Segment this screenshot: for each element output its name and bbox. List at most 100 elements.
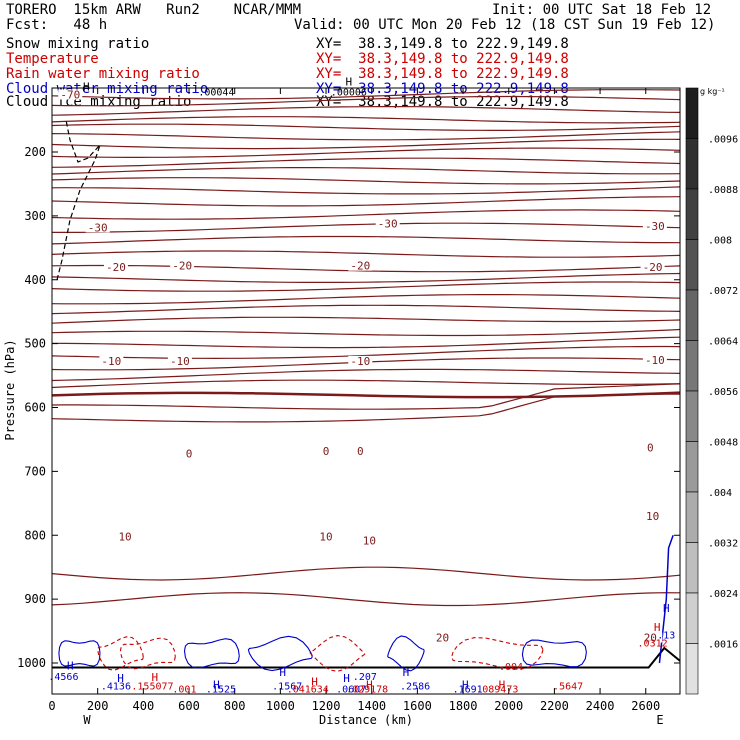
isotherm-label: -10 <box>645 354 665 367</box>
x-tick-label: 800 <box>224 699 246 713</box>
isotherm-line <box>51 106 681 116</box>
x-tick-label: 600 <box>178 699 200 713</box>
isotherm-label-bg <box>375 218 400 229</box>
isotherm-label: 10 <box>363 534 376 547</box>
hydrometeor-contour <box>183 638 240 669</box>
isotherm-label-bg <box>430 632 455 643</box>
colorbar-swatch <box>685 441 699 493</box>
isotherm-line <box>51 196 681 207</box>
header-init: Init: 00 UTC Sat 18 Feb 12 <box>492 2 712 18</box>
isotherm-label-bg <box>642 355 667 366</box>
west-endpoint-label: W <box>83 713 91 727</box>
legend-label-snow: Snow mixing ratio <box>6 36 150 52</box>
colorbar-swatch <box>685 340 699 392</box>
field-value-label: .004 <box>499 662 523 673</box>
legend-xy-snow: XY= 38.3,149.8 to 222.9,149.8 <box>316 36 569 52</box>
isotherm-line <box>51 167 681 175</box>
field-value-label: .089473 <box>476 685 518 696</box>
snow-contour <box>56 119 101 281</box>
hydrometeor-contour <box>97 636 144 671</box>
isotherm-line <box>51 123 681 131</box>
x-axis-title: Distance (km) <box>319 713 413 727</box>
isotherm-label-bg <box>113 531 138 542</box>
field-value-label: .00006 <box>331 87 367 98</box>
isotherm-line <box>51 281 681 292</box>
x-tick-label: 0 <box>48 699 55 713</box>
colorbar-swatch <box>685 289 699 341</box>
legend-label-temperature: Temperature <box>6 51 99 67</box>
field-value-label: .001 <box>172 685 196 696</box>
field-value-label: .2586 <box>400 681 430 692</box>
field-value-label: .041634 <box>287 685 329 696</box>
colorbar-swatch <box>685 592 699 644</box>
isotherm-line <box>51 336 681 349</box>
y-tick-label: 400 <box>24 273 46 287</box>
isotherm-label: -20 <box>106 261 126 274</box>
colorbar-tick-label: .0016 <box>708 640 738 651</box>
colorbar-tick-label: .008 <box>708 236 732 247</box>
isotherm-label: -20 <box>172 260 192 273</box>
field-value-label: .13 <box>657 630 675 641</box>
isotherm-label: -10 <box>101 355 121 368</box>
isotherm-label: 0 <box>647 442 654 455</box>
high-marker: H <box>213 679 220 692</box>
field-value-label: .0312 <box>638 639 668 650</box>
colorbar-tick-label: .0048 <box>708 438 738 449</box>
colorbar-tick-label: .0072 <box>708 286 738 297</box>
colorbar: g kg⁻¹ .0096 .0088 .008 .0072 .0064 .0056 .0048… <box>685 87 738 695</box>
x-tick-label: 2200 <box>540 699 569 713</box>
legend-xy-cloud-ice: XY= 38.3,149.8 to 222.9,149.8 <box>316 94 569 110</box>
legend-label-rain: Rain water mixing ratio <box>6 66 200 82</box>
high-marker: H <box>654 621 661 634</box>
isotherm-label: -30 <box>88 221 108 234</box>
colorbar-tick-label: .0088 <box>708 185 738 196</box>
legend-xy-cloud-water: XY= 38.3,149.8 to 222.9,149.8 <box>316 81 569 97</box>
isotherm-line <box>51 116 681 124</box>
colorbar-swatch <box>685 138 699 190</box>
isotherm-label: 10 <box>646 510 659 523</box>
colorbar-swatch <box>685 390 699 442</box>
high-marker: H <box>346 76 353 89</box>
legend-label-cloud-water: Cloud water mixing ratio <box>6 81 209 97</box>
isotherm-label-bg <box>642 221 667 232</box>
x-tick-label: 1400 <box>357 699 386 713</box>
isotherm-line <box>51 304 681 315</box>
isotherm-label: -30 <box>645 220 665 233</box>
high-marker: H <box>117 672 124 685</box>
isotherm-line <box>51 592 681 607</box>
field-value-label: .0607 <box>336 685 366 696</box>
isotherm-line <box>51 272 681 283</box>
high-marker: H <box>462 679 469 692</box>
isotherm-line <box>51 294 681 305</box>
isotherm-label: 0 <box>186 447 193 460</box>
high-marker: H <box>151 671 158 684</box>
hydrometeor-contour <box>658 534 674 664</box>
field-value-label: .4136 <box>101 681 131 692</box>
y-axis-title: Pressure (hPa) <box>3 339 17 440</box>
hydrometeor-contour <box>451 637 544 670</box>
contour-labels: -70 -30 -30 -30 -20 -20 -20 -20 -10 -10 -10 -10 0 0 0 0… <box>48 76 675 696</box>
x-tick-label: 1000 <box>266 699 295 713</box>
high-marker: H <box>343 672 350 685</box>
isotherm-line <box>51 147 681 158</box>
colorbar-swatch <box>685 542 699 594</box>
terrain-line <box>52 646 681 669</box>
isotherm-line <box>51 328 681 337</box>
isotherm-label: -70 <box>60 89 80 102</box>
high-marker: H <box>499 679 506 692</box>
isotherm-label-bg <box>314 531 339 542</box>
colorbar-unit: g kg⁻¹ <box>700 87 725 96</box>
high-marker: H <box>67 659 74 672</box>
isotherm-label: -20 <box>643 261 663 274</box>
isotherm-line <box>51 379 681 389</box>
isotherm-label: 20 <box>436 631 449 644</box>
isotherm-label: 0 <box>323 445 330 458</box>
hydrometeor-contour <box>387 635 425 672</box>
colorbar-tick-label: .0032 <box>708 539 738 550</box>
field-value-label: .1525 <box>206 685 236 696</box>
isotherm-label-bg <box>640 511 665 522</box>
isotherm-line <box>52 222 681 233</box>
y-tick-label: 1000 <box>17 656 46 670</box>
x-tick-label: 2000 <box>494 699 523 713</box>
